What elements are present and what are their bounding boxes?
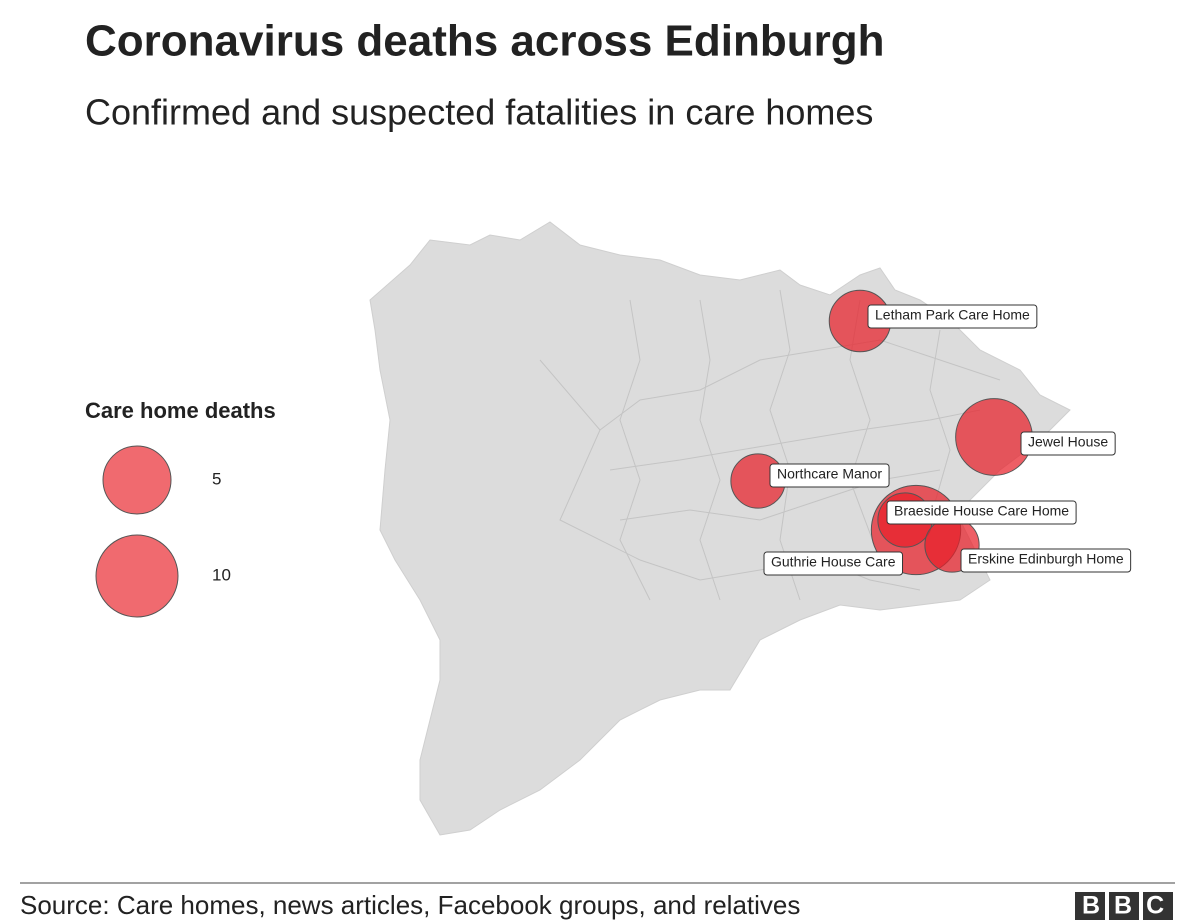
label-box [886,500,1077,525]
label: Erskine Edinburgh Home [960,548,1132,573]
label-box [769,463,890,488]
label: Northcare Manor [769,463,890,488]
label-box [1020,431,1116,456]
label: Guthrie House Care [763,551,904,576]
label-text: Braeside House Care Home [894,503,1069,519]
logo-box [1109,892,1139,920]
legend-bubble [95,534,179,618]
label-box [763,551,904,576]
label: Braeside House Care Home [886,500,1077,525]
label-box [867,304,1038,329]
label: Letham Park Care Home [867,304,1038,329]
edinburgh-area [369,221,1071,836]
logo-box [1143,892,1173,920]
subtitle: Confirmed and suspected fatalities in ca… [85,92,873,133]
logo-box [1075,892,1105,920]
legend-bubble [102,445,172,515]
source: Source: Care homes, news articles, Faceb… [20,890,800,920]
label-text: Northcare Manor [777,466,882,482]
label-text: Jewel House [1028,434,1108,450]
label-text: Letham Park Care Home [875,307,1030,323]
logo: BBC [1082,892,1178,920]
label-text: Erskine Edinburgh Home [968,551,1124,567]
label-text: Guthrie House Care [771,554,896,570]
legend-title: Care home deaths [85,398,276,423]
label: Jewel House [1020,431,1116,456]
legend-value: 5 [212,469,221,488]
label-box [960,548,1132,573]
title: Coronavirus deaths across Edinburgh [85,17,885,66]
legend-value: 10 [212,565,231,584]
